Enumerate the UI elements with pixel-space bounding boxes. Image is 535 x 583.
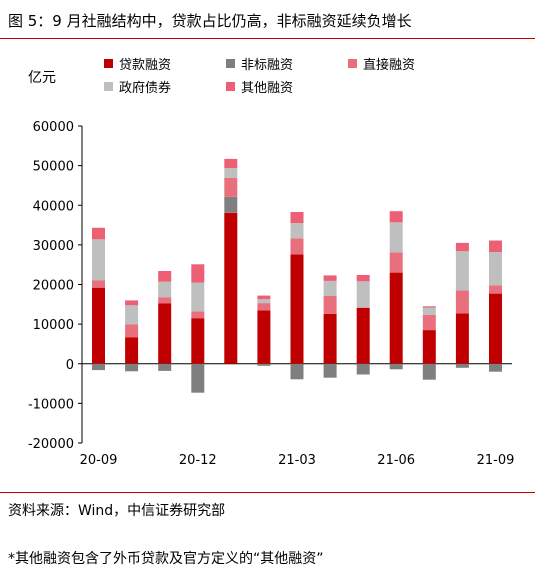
- y-tick-label: 30000: [33, 239, 74, 254]
- legend-swatch-government: [104, 82, 113, 91]
- bar-segment-government: [224, 168, 238, 178]
- y-tick-label: 0: [66, 358, 74, 373]
- bar-segment-direct: [323, 296, 337, 314]
- legend-label-direct: 直接融资: [363, 57, 415, 73]
- source-divider: [0, 492, 535, 493]
- y-tick-label: 60000: [33, 120, 74, 135]
- x-tick-label: 21-09: [477, 453, 515, 468]
- bar-segment-other: [356, 275, 370, 282]
- bar-segment-government: [92, 239, 105, 281]
- footnote: *其他融资包含了外币贷款及官方定义的“其他融资”: [8, 551, 324, 567]
- bar-segment-nonstandard: [389, 363, 403, 370]
- y-unit-label: 亿元: [28, 70, 56, 86]
- bar-segment-other: [125, 300, 139, 306]
- axes: -20000 -10000 0 10000 20000 30000 40000 50000 60…: [28, 120, 512, 452]
- legend-swatch-direct: [348, 59, 357, 68]
- legend-swatch-other: [226, 82, 235, 91]
- bar-segment-other: [389, 211, 403, 223]
- y-tick-label: 40000: [33, 199, 74, 214]
- bar-segment-government: [125, 305, 139, 325]
- bar-segment-government: [356, 281, 370, 308]
- legend-swatch-loans: [104, 59, 113, 68]
- bar-segment-loans: [191, 318, 205, 364]
- bar-segment-government: [422, 307, 436, 315]
- bar-segment-other: [489, 240, 502, 252]
- bar-segment-direct: [489, 285, 502, 294]
- bar-segment-direct: [455, 290, 469, 314]
- bar-segment-government: [191, 282, 205, 312]
- bar-segment-nonstandard: [191, 363, 205, 393]
- bar-segment-loans: [125, 337, 139, 364]
- bar-segment-nonstandard: [224, 196, 238, 213]
- bar-segment-loans: [323, 313, 337, 364]
- bar-segment-nonstandard: [455, 363, 469, 368]
- bar-segment-nonstandard: [158, 363, 172, 371]
- bar-segment-direct: [125, 324, 139, 338]
- bar-segment-other: [92, 227, 105, 240]
- bar-segment-nonstandard: [290, 363, 304, 380]
- bar-segment-other: [323, 275, 337, 281]
- bar-segment-other: [257, 295, 271, 300]
- bar-segment-loans: [92, 287, 105, 364]
- y-tick-label: -20000: [28, 437, 74, 452]
- bar-segment-government: [158, 281, 172, 298]
- x-tick-label: 21-03: [278, 453, 316, 468]
- bar-segment-direct: [158, 297, 172, 304]
- bar-segment-other: [158, 271, 172, 282]
- bar-segment-nonstandard: [422, 363, 436, 380]
- bar-segment-loans: [257, 310, 271, 364]
- source-note: 资料来源：Wind，中信证券研究部: [8, 503, 226, 519]
- bar-segment-direct: [389, 252, 403, 273]
- bar-segment-government: [257, 299, 271, 304]
- y-tick-label: 20000: [33, 279, 74, 294]
- bar-segment-government: [323, 280, 337, 296]
- bar-segment-direct: [422, 315, 436, 331]
- y-tick-label: 10000: [33, 318, 74, 333]
- figure-title: 图 5：9 月社融结构中，贷款占比仍高，非标融资延续负增长: [8, 12, 412, 30]
- bar-segment-nonstandard: [489, 363, 502, 372]
- bar-segment-nonstandard: [356, 363, 370, 375]
- bar-segment-government: [489, 252, 502, 286]
- bar-segment-direct: [257, 303, 271, 311]
- x-axis-ticks: 20-09 20-12 21-03 21-06 21-09: [80, 453, 515, 468]
- bar-segment-loans: [290, 254, 304, 364]
- bar-segment-direct: [290, 238, 304, 255]
- y-tick-label: 50000: [33, 160, 74, 175]
- bars: [92, 158, 502, 393]
- bar-segment-loans: [158, 303, 172, 364]
- bar-segment-direct: [191, 311, 205, 319]
- bar-segment-direct: [224, 177, 238, 197]
- bar-segment-other: [422, 306, 436, 308]
- bar-segment-nonstandard: [125, 363, 139, 372]
- bar-segment-government: [455, 251, 469, 291]
- bar-segment-nonstandard: [323, 363, 337, 378]
- bar-segment-loans: [389, 272, 403, 364]
- bar-segment-government: [389, 222, 403, 253]
- x-tick-label: 21-06: [377, 453, 415, 468]
- legend-label-loans: 贷款融资: [119, 58, 171, 73]
- legend-swatch-nonstandard: [226, 59, 235, 68]
- legend-label-other: 其他融资: [241, 81, 293, 96]
- x-tick-label: 20-12: [179, 453, 217, 468]
- bar-segment-loans: [224, 212, 238, 364]
- bar-segment-other: [290, 212, 304, 224]
- bar-segment-government: [290, 223, 304, 239]
- y-tick-label: -10000: [28, 397, 74, 412]
- legend-label-government: 政府债券: [119, 80, 171, 96]
- bar-segment-nonstandard: [92, 363, 105, 371]
- bar-segment-loans: [489, 293, 502, 364]
- bar-segment-nonstandard: [257, 363, 271, 366]
- bar-segment-direct: [92, 280, 105, 288]
- bar-segment-loans: [455, 313, 469, 364]
- bar-segment-other: [191, 264, 205, 283]
- bar-segment-other: [224, 158, 238, 168]
- title-divider: [0, 38, 535, 39]
- x-tick-label: 20-09: [80, 453, 118, 468]
- bar-segment-loans: [422, 330, 436, 364]
- bar-segment-other: [455, 242, 469, 252]
- legend-label-nonstandard: 非标融资: [241, 58, 293, 73]
- bar-segment-loans: [356, 307, 370, 364]
